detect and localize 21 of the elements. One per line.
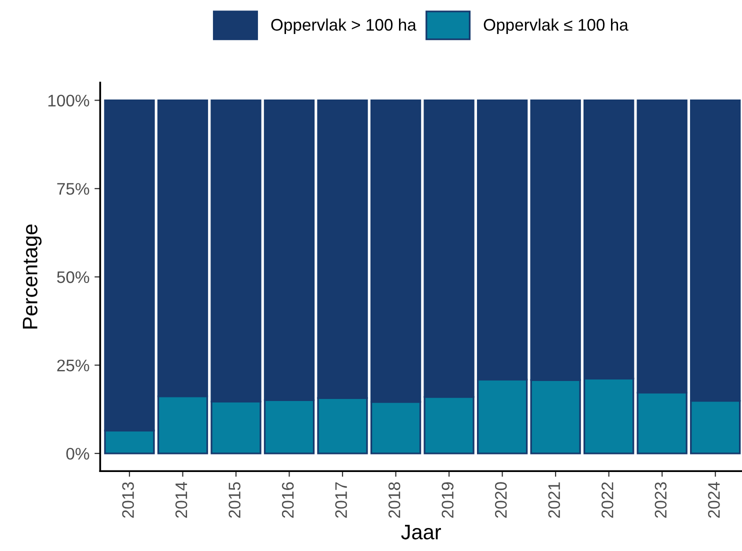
x-tick-label: 2023 [654,482,667,518]
x-tick-label: 2013 [122,482,134,518]
x-tick-label: 2018 [388,482,400,518]
x-tick-label: 2017 [335,482,347,518]
y-tick-label: 0% [66,448,90,460]
legend-label: Oppervlak > 100 ha [271,18,416,34]
y-tick-label: 50% [57,271,90,284]
x-tick-label: 2019 [442,482,454,518]
x-tick-label: 2022 [602,482,614,518]
x-tick-label: 2024 [708,482,720,518]
x-tick-label: 2014 [175,482,188,518]
x-tick-label: 2016 [282,482,294,518]
legend-label: Oppervlak ≤ 100 ha [484,18,628,34]
x-tick-label: 2021 [548,482,560,518]
y-tick-label: 25% [57,360,90,372]
x-tick-label: 2015 [228,482,240,518]
y-tick-label: 75% [57,183,90,195]
x-tick-label: 2020 [494,482,507,518]
x-axis-title: Jaar [401,524,442,540]
y-tick-label: 100% [48,94,90,107]
y-axis-title: Percentage [22,224,42,328]
